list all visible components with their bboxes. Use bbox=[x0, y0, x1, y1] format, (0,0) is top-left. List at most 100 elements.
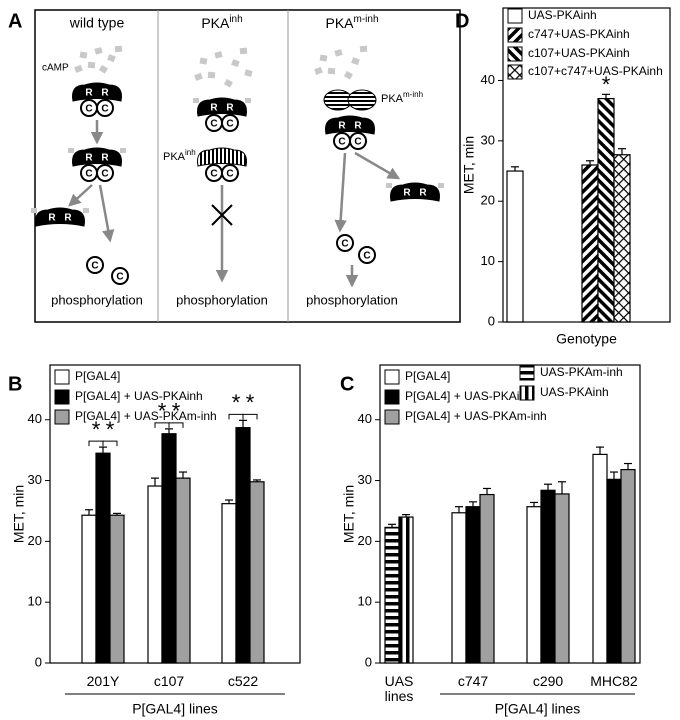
catalytic-subunit bbox=[358, 246, 376, 264]
catalytic-letter: C bbox=[85, 104, 92, 115]
bar bbox=[221, 503, 237, 664]
legend-swatch bbox=[384, 409, 400, 425]
camp-molecule bbox=[319, 54, 328, 62]
panel-label: B bbox=[8, 373, 22, 395]
inhibitor-label: PKAinh bbox=[163, 148, 196, 163]
catalytic-letter: C bbox=[226, 119, 233, 130]
camp-molecule bbox=[223, 78, 233, 88]
panel-label: C bbox=[340, 373, 354, 395]
legend-swatch bbox=[384, 389, 400, 405]
bar bbox=[581, 164, 599, 323]
significance-bracket bbox=[168, 422, 184, 428]
x-tick-label: c747 bbox=[457, 673, 489, 689]
legend-swatch bbox=[519, 385, 535, 401]
x-tick-label: c522 bbox=[227, 673, 259, 689]
y-tick-label: 20 bbox=[358, 533, 372, 548]
regulatory-subunits bbox=[72, 147, 122, 167]
camp-molecule bbox=[74, 64, 83, 73]
x-tick-label: c107 bbox=[153, 673, 185, 689]
catalytic-subunit bbox=[221, 164, 239, 182]
x-tick-label: UAS lines bbox=[384, 673, 414, 704]
camp-molecule bbox=[314, 66, 323, 75]
bound-camp bbox=[120, 148, 126, 153]
significance-marker: * bbox=[92, 417, 101, 442]
significance-marker: * bbox=[232, 390, 241, 415]
catalytic-letter: C bbox=[338, 137, 345, 148]
regulatory-letter: R bbox=[419, 188, 427, 199]
legend-swatch bbox=[507, 64, 523, 80]
arrow bbox=[354, 151, 401, 180]
bound-camp bbox=[31, 208, 37, 213]
significance-bracket bbox=[242, 413, 258, 420]
panel-a-frame bbox=[34, 9, 461, 323]
legend-swatch bbox=[507, 27, 523, 43]
y-tick-label: 0 bbox=[365, 654, 372, 669]
y-tick-label: 30 bbox=[481, 132, 495, 147]
camp-molecule bbox=[343, 70, 353, 80]
x-tick-label: MHC82 bbox=[590, 673, 638, 689]
camp-molecule bbox=[359, 45, 368, 53]
y-axis-label: MET, min bbox=[341, 485, 357, 543]
bar bbox=[109, 514, 125, 664]
catalytic-letter: C bbox=[226, 169, 233, 180]
catalytic-letter: C bbox=[85, 169, 92, 180]
y-axis-label: MET, min bbox=[11, 485, 27, 543]
x-tick-label: c290 bbox=[532, 673, 564, 689]
label-sup: inh bbox=[185, 148, 196, 157]
regulatory-letter: R bbox=[85, 88, 93, 99]
camp-molecule bbox=[98, 64, 108, 74]
catalytic-letter: C bbox=[101, 169, 108, 180]
catalytic-subunit bbox=[349, 132, 367, 150]
bar bbox=[479, 493, 495, 664]
regulatory-letter: R bbox=[101, 88, 109, 99]
catalytic-subunit bbox=[336, 234, 354, 252]
camp-molecule bbox=[231, 59, 240, 68]
camp-molecule bbox=[114, 45, 123, 53]
column-title: PKAinh bbox=[201, 14, 242, 31]
bound-camp bbox=[245, 98, 251, 103]
y-tick-label: 40 bbox=[28, 411, 42, 426]
bar bbox=[384, 526, 400, 664]
catalytic-letter: C bbox=[363, 251, 370, 262]
plot-frame bbox=[379, 364, 641, 664]
camp-molecule bbox=[239, 47, 248, 55]
output-label: phosphorylation bbox=[176, 292, 268, 307]
legend-swatch bbox=[54, 369, 70, 385]
legend-label: UAS-PKAinh bbox=[540, 385, 609, 399]
y-tick-label: 30 bbox=[358, 472, 372, 487]
catalytic-subunit bbox=[111, 267, 129, 285]
legend-swatch bbox=[507, 46, 523, 62]
legend-label: c747+UAS-PKAinh bbox=[528, 27, 630, 41]
catalytic-letter: C bbox=[101, 104, 108, 115]
camp-molecule bbox=[199, 57, 208, 65]
y-tick-label: 10 bbox=[481, 253, 495, 268]
y-tick-label: 0 bbox=[488, 313, 495, 328]
bar bbox=[249, 481, 265, 664]
bar bbox=[554, 493, 570, 664]
x-axis-label: P[GAL4] lines bbox=[495, 701, 581, 717]
regulatory-letter: R bbox=[64, 213, 72, 224]
bar bbox=[161, 433, 177, 664]
legend-swatch bbox=[384, 369, 400, 385]
y-tick-label: 10 bbox=[28, 594, 42, 609]
legend-label: P[GAL4] + UAS-PKAm-inh bbox=[405, 409, 547, 423]
bar bbox=[175, 477, 191, 664]
camp-molecule bbox=[194, 72, 203, 81]
bound-camp bbox=[193, 98, 199, 103]
y-tick-label: 40 bbox=[358, 411, 372, 426]
title-sup: m-inh bbox=[354, 14, 379, 25]
bar bbox=[95, 452, 111, 664]
legend-label: P[GAL4] bbox=[75, 369, 120, 383]
bar bbox=[81, 514, 97, 664]
bar bbox=[506, 170, 524, 323]
significance-bracket bbox=[102, 440, 118, 447]
column-title: wild type bbox=[69, 15, 125, 31]
y-tick-label: 0 bbox=[35, 654, 42, 669]
bound-camp bbox=[438, 183, 444, 188]
regulatory-subunits bbox=[35, 207, 85, 227]
significance-marker: * bbox=[602, 72, 611, 97]
block-cross bbox=[211, 204, 233, 226]
legend-label: UAS-PKAm-inh bbox=[540, 365, 623, 379]
bar bbox=[147, 485, 163, 664]
